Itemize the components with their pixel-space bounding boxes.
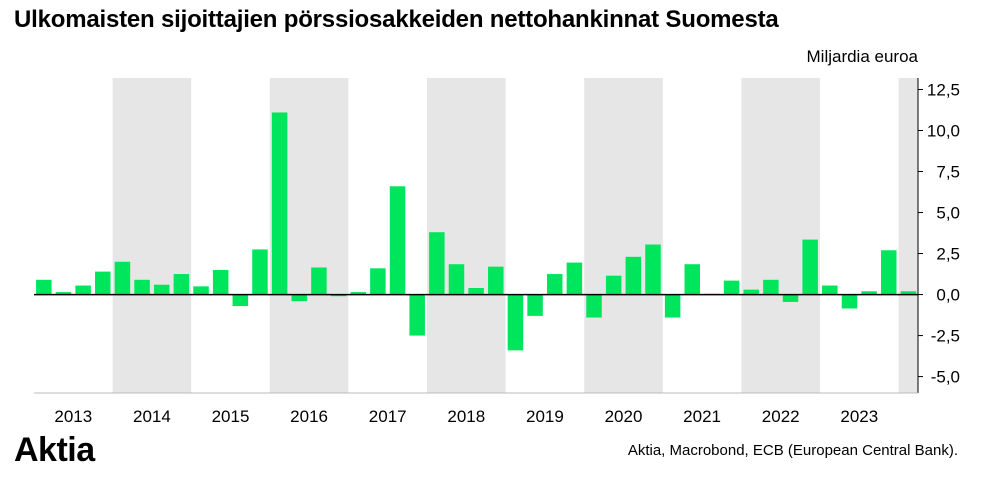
bar-2020Q1: [586, 294, 602, 318]
year-band: [741, 78, 820, 393]
bar-2021Q1: [664, 294, 681, 318]
chart-title: Ulkomaisten sijoittajien pörssiosakkeide…: [14, 6, 779, 33]
bar-2013Q1: [36, 279, 52, 295]
bar-2018Q3: [468, 288, 484, 295]
bar-2018Q4: [488, 266, 504, 295]
bar-2018Q1: [429, 232, 445, 295]
y-tick-label: -2,5: [931, 327, 960, 346]
y-tick-label: 10,0: [927, 122, 960, 141]
year-band: [112, 78, 192, 393]
x-tick-label: 2021: [683, 407, 721, 426]
x-tick-label: 2014: [133, 407, 171, 426]
x-tick-label: 2016: [290, 407, 328, 426]
bar-2015Q2: [212, 269, 229, 295]
bar-2019Q2: [527, 294, 543, 316]
bar-2019Q3: [546, 274, 563, 295]
bar-2023Q2: [841, 294, 858, 309]
bar-2014Q3: [153, 284, 170, 295]
bar-2021Q2: [684, 264, 701, 295]
bar-2014Q4: [173, 274, 190, 295]
bar-2022Q3: [782, 294, 799, 302]
bar-2016Q4: [330, 294, 347, 297]
y-tick-label: 7,5: [936, 163, 960, 182]
bar-2017Q2: [370, 268, 386, 295]
bar-2014Q1: [114, 261, 131, 295]
bar-2023Q1: [822, 285, 838, 295]
bar-2013Q4: [95, 271, 111, 295]
bar-2016Q2: [291, 294, 308, 302]
bar-2016Q3: [311, 267, 327, 295]
bar-2015Q1: [193, 286, 209, 295]
bar-2019Q4: [566, 262, 583, 295]
bar-2022Q4: [802, 239, 818, 295]
bar-2021Q4: [723, 280, 740, 295]
bar-2014Q2: [134, 279, 150, 295]
bar-2017Q3: [389, 186, 406, 295]
x-axis-ticks: 2013 2014 2015 2016 2017 2018 2019 2020 2021 2022…: [54, 407, 878, 426]
bar-2017Q1: [350, 292, 366, 295]
bar-2020Q2: [605, 275, 622, 295]
y-axis-ticks: 12,5 10,0 7,5 5,0 2,5 0,0 -2,5 -5,0: [918, 80, 960, 387]
bar-2018Q2: [448, 264, 465, 295]
bar-2015Q3: [232, 294, 249, 307]
year-band: [584, 78, 663, 393]
year-band: [898, 78, 918, 393]
aktia-logo: Aktia: [14, 431, 95, 469]
bar-2024Q1: [900, 291, 917, 295]
bar-2013Q2: [55, 292, 72, 295]
bar-2023Q4: [881, 250, 897, 295]
x-tick-label: 2013: [54, 407, 92, 426]
y-tick-label: 5,0: [936, 204, 960, 223]
bar-2013Q3: [75, 285, 91, 295]
bar-2017Q4: [409, 294, 425, 336]
bar-series: [36, 112, 917, 351]
source-note: Aktia, Macrobond, ECB (European Central …: [627, 442, 958, 459]
x-tick-label: 2019: [526, 407, 564, 426]
x-tick-label: 2015: [212, 407, 250, 426]
y-tick-label: 0,0: [936, 286, 960, 305]
bar-2022Q1: [743, 289, 759, 295]
y-axis-unit-label: Miljardia euroa: [806, 47, 919, 66]
x-tick-label: 2017: [369, 407, 407, 426]
x-tick-label: 2022: [762, 407, 800, 426]
x-tick-label: 2020: [605, 407, 643, 426]
bar-2015Q4: [252, 249, 268, 295]
y-tick-label: -5,0: [931, 368, 960, 387]
bar-2023Q3: [861, 291, 877, 295]
bar-2022Q2: [763, 279, 779, 295]
bar-2016Q1: [271, 112, 288, 295]
y-tick-label: 12,5: [927, 80, 960, 99]
bar-2019Q1: [507, 294, 524, 351]
x-tick-label: 2023: [840, 407, 878, 426]
y-tick-label: 2,5: [936, 245, 960, 264]
bar-2020Q3: [625, 256, 642, 295]
bar-2020Q4: [645, 244, 661, 295]
x-tick-label: 2018: [447, 407, 485, 426]
